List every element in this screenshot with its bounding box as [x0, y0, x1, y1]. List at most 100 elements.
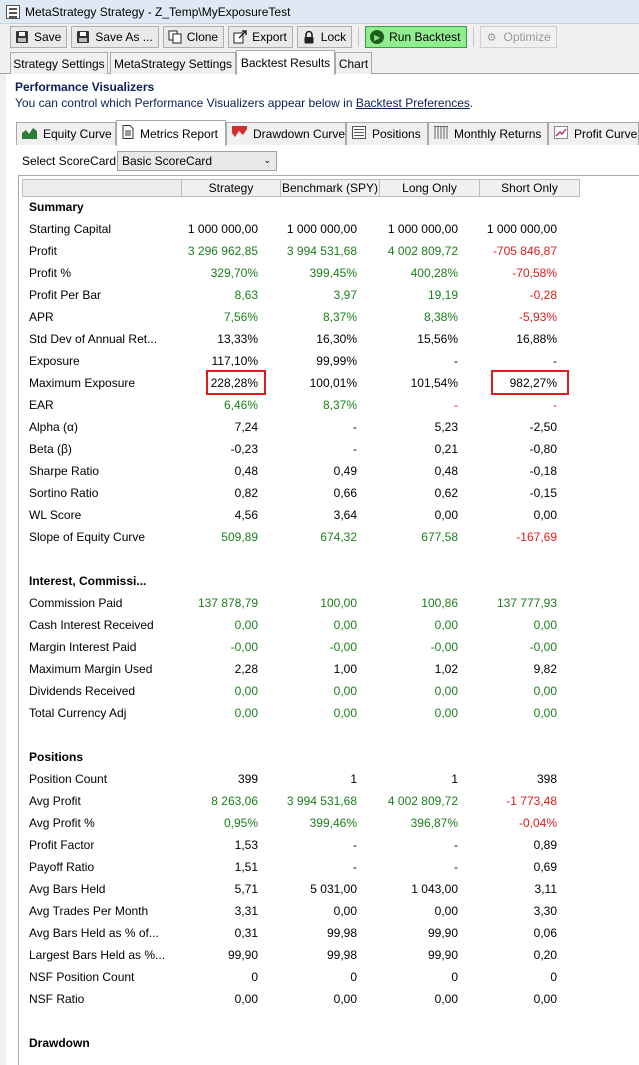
- equity-curve-icon: [22, 126, 37, 142]
- tab-drawdown-curve[interactable]: Drawdown Curve: [226, 122, 346, 145]
- value-short: 16,88%: [516, 332, 557, 346]
- tab-profit-curve[interactable]: Profit Curve: [548, 122, 639, 145]
- value-benchmark: 1,00: [333, 662, 357, 676]
- backtest-preferences-link[interactable]: Backtest Preferences: [355, 96, 470, 110]
- metric-label: NSF Ratio: [29, 992, 85, 1006]
- tab-strategy-settings[interactable]: Strategy Settings: [10, 52, 108, 74]
- metric-label: Slope of Equity Curve: [29, 530, 146, 544]
- table-row: APR 7,56% 8,37% 8,38% -5,93%: [19, 306, 639, 328]
- value-short: -: [553, 354, 557, 368]
- value-strategy: 0: [251, 970, 258, 984]
- value-benchmark: 0,00: [333, 904, 357, 918]
- value-benchmark: 3,97: [333, 288, 357, 302]
- table-row: Maximum Margin Used 2,28 1,00 1,02 9,82: [19, 658, 639, 680]
- column-header-short-only[interactable]: Short Only: [479, 179, 580, 197]
- scorecard-label: Select ScoreCard:: [22, 154, 120, 168]
- clone-button[interactable]: Clone: [162, 26, 225, 48]
- column-header-strategy[interactable]: Strategy: [181, 179, 281, 197]
- table-row: Alpha (α) 7,24 - 5,23 -2,50: [19, 416, 639, 438]
- value-short: 982,27%: [509, 376, 557, 390]
- save-as-button[interactable]: Save As ...: [71, 26, 159, 48]
- save-as-icon: [76, 30, 90, 44]
- toolbar-separator: [358, 27, 360, 47]
- export-icon: [233, 30, 247, 44]
- metric-label: Profit Factor: [29, 838, 95, 852]
- gear-icon: ⚙: [486, 31, 497, 44]
- column-header-long-only[interactable]: Long Only: [379, 179, 480, 197]
- value-strategy: 0,95%: [223, 816, 258, 830]
- value-benchmark: 399,46%: [309, 816, 357, 830]
- value-benchmark: 399,45%: [309, 266, 357, 280]
- export-button[interactable]: Export: [228, 26, 293, 48]
- value-strategy: 2,28: [234, 662, 258, 676]
- tab-monthly-returns[interactable]: Monthly Returns: [428, 122, 548, 145]
- column-header-benchmark[interactable]: Benchmark (SPY): [280, 179, 380, 197]
- value-short: 1 000 000,00: [486, 222, 557, 236]
- value-long: 0: [451, 970, 458, 984]
- value-short: 9,82: [533, 662, 557, 676]
- value-long: -: [454, 838, 458, 852]
- value-long: 0,21: [434, 442, 458, 456]
- value-long: -0,00: [430, 640, 458, 654]
- value-strategy: 13,33%: [217, 332, 258, 346]
- table-row: Avg Profit 8 263,06 3 994 531,68 4 002 8…: [19, 790, 639, 812]
- value-benchmark: 99,98: [326, 948, 357, 962]
- value-strategy: 329,70%: [210, 266, 258, 280]
- main-tabs: Strategy Settings MetaStrategy Settings …: [0, 50, 639, 75]
- table-row: Exposure 117,10% 99,99% - -: [19, 350, 639, 372]
- value-short: -0,04%: [518, 816, 557, 830]
- tab-metastrategy-settings[interactable]: MetaStrategy Settings: [110, 52, 236, 74]
- value-strategy: 0,00: [234, 992, 258, 1006]
- value-long: -: [454, 860, 458, 874]
- metric-label: Avg Profit: [29, 794, 81, 808]
- metric-label: Avg Bars Held as % of...: [29, 926, 159, 940]
- value-long: 15,56%: [417, 332, 458, 346]
- value-strategy: 1,51: [234, 860, 258, 874]
- value-long: 0,00: [434, 706, 458, 720]
- tab-equity-curve[interactable]: Equity Curve: [16, 122, 116, 145]
- section-drawdown: Drawdown: [19, 1032, 639, 1054]
- value-long: -: [454, 398, 458, 412]
- list-icon: [352, 126, 366, 142]
- tab-chart[interactable]: Chart: [335, 52, 372, 74]
- value-long: 101,54%: [410, 376, 458, 390]
- columns-icon: [434, 126, 448, 142]
- value-long: 4 002 809,72: [387, 244, 458, 258]
- optimize-button[interactable]: ⚙ Optimize: [479, 26, 557, 48]
- save-button[interactable]: Save: [10, 26, 68, 48]
- metric-label: Payoff Ratio: [29, 860, 95, 874]
- value-benchmark: 1 000 000,00: [286, 222, 357, 236]
- tab-positions[interactable]: Positions: [346, 122, 428, 145]
- table-row: Avg Trades Per Month 3,31 0,00 0,00 3,30: [19, 900, 639, 922]
- scorecard-select[interactable]: Basic ScoreCard ⌄: [117, 151, 277, 171]
- value-short: 0,69: [533, 860, 557, 874]
- value-short: 0,89: [533, 838, 557, 852]
- metric-label: Position Count: [29, 772, 108, 786]
- value-long: 4 002 809,72: [387, 794, 458, 808]
- value-long: 677,58: [421, 530, 458, 544]
- value-long: 400,28%: [410, 266, 458, 280]
- value-benchmark: 8,37%: [322, 398, 357, 412]
- section-positions: Positions: [19, 746, 639, 768]
- value-strategy: 0,48: [234, 464, 258, 478]
- run-backtest-button[interactable]: ▶ Run Backtest: [365, 26, 467, 48]
- value-short: 0,00: [533, 706, 557, 720]
- tab-backtest-results[interactable]: Backtest Results: [236, 50, 335, 75]
- table-row: Position Count 399 1 1 398: [19, 768, 639, 790]
- value-short: 0,00: [533, 508, 557, 522]
- tab-metrics-report[interactable]: Metrics Report: [116, 120, 226, 146]
- metric-label: Std Dev of Annual Ret...: [29, 332, 158, 346]
- metrics-table[interactable]: Strategy Benchmark (SPY) Long Only Short…: [18, 175, 639, 1065]
- value-strategy: 117,10%: [211, 354, 258, 368]
- table-row: Starting Capital 1 000 000,00 1 000 000,…: [19, 218, 639, 240]
- value-short: 0,00: [533, 618, 557, 632]
- metric-label: Maximum Exposure: [29, 376, 136, 390]
- lock-button[interactable]: Lock: [296, 26, 353, 48]
- value-long: 1,02: [434, 662, 458, 676]
- table-row: Payoff Ratio 1,51 - - 0,69: [19, 856, 639, 878]
- value-long: 0,00: [434, 992, 458, 1006]
- value-benchmark: -: [353, 420, 357, 434]
- highlight-box-strategy: [206, 370, 266, 395]
- scorecard-value: Basic ScoreCard: [122, 154, 213, 168]
- metric-label: Profit %: [29, 266, 72, 280]
